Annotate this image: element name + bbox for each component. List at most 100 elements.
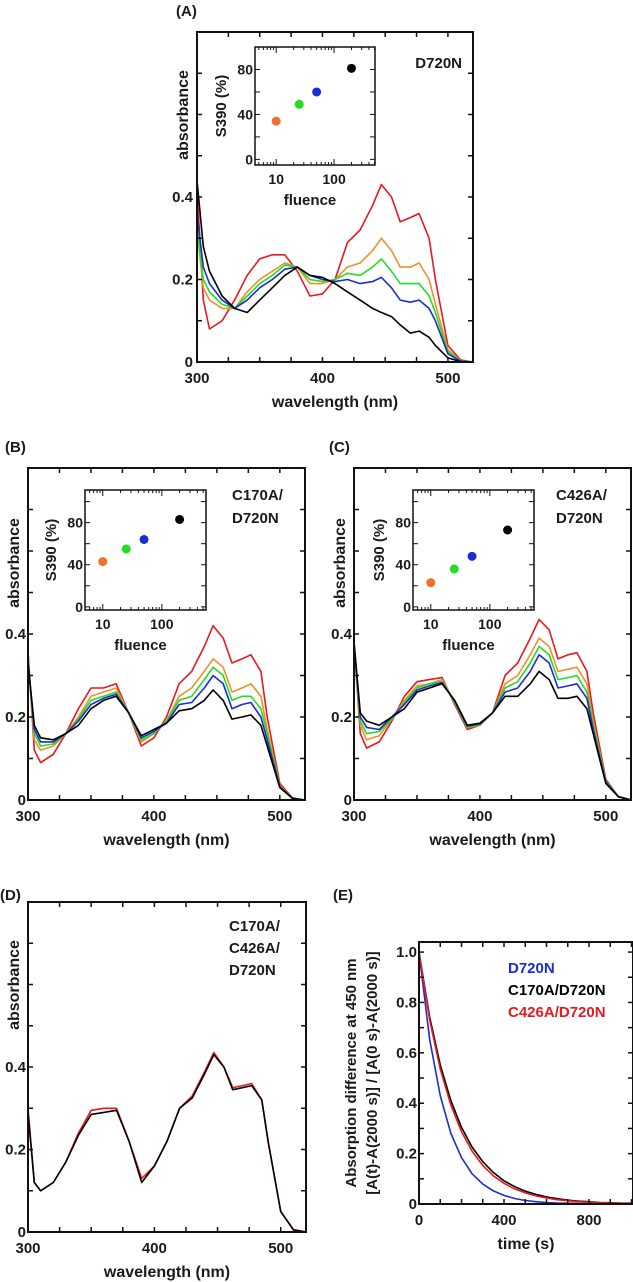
panel-e: 0 400 800 0 0.2 0.4 0.6 0.8 1.0 time (s) Absorptio… xyxy=(333,887,633,1253)
sample-annotation: C170A/ xyxy=(232,487,284,504)
inset-data-point xyxy=(139,534,149,544)
inset-y-tick-label: 0 xyxy=(75,599,83,615)
x-tick-label: 500 xyxy=(268,1240,293,1257)
y-tick-label: 0.4 xyxy=(5,626,27,643)
x-tick-label: 800 xyxy=(576,1212,601,1229)
x-axis-label: wavelength (nm) xyxy=(103,1264,230,1281)
x-tick-label: 300 xyxy=(341,808,366,825)
inset-y-tick-label: 0 xyxy=(245,151,253,167)
inset-x-tick-label: 10 xyxy=(95,616,111,632)
inset-x-tick-label: 100 xyxy=(322,171,346,187)
y-tick-label: 0 xyxy=(18,792,26,809)
inset-data-point xyxy=(503,525,513,535)
x-tick-label: 300 xyxy=(15,808,40,825)
inset-y-tick-label: 40 xyxy=(237,106,253,122)
x-tick-label: 0 xyxy=(415,1212,423,1229)
x-axis-label: wavelength (nm) xyxy=(428,832,555,849)
y-tick-label: 0 xyxy=(18,1224,26,1241)
inset-chart: 10 100 0 40 80 fluence S390 (%) xyxy=(213,46,376,209)
inset-data-point xyxy=(294,99,304,109)
inset-frame xyxy=(84,489,207,611)
inset-y-tick-label: 80 xyxy=(67,515,83,531)
x-tick-label: 400 xyxy=(467,808,492,825)
y-tick-label: 0.4 xyxy=(172,189,194,206)
y-tick-label: 0.2 xyxy=(331,709,352,726)
x-tick-label: 500 xyxy=(435,370,460,387)
y-axis-label: Absorption difference at 450 nm xyxy=(343,958,360,1187)
x-tick-label: 300 xyxy=(184,370,209,387)
y-tick-label: 0.2 xyxy=(396,1146,417,1163)
y-axis-label: absorbance xyxy=(332,518,349,608)
legend-entry: D720N xyxy=(508,960,555,977)
y-tick-label: 0.2 xyxy=(5,709,26,726)
sample-annotation: D720N xyxy=(556,510,603,527)
inset-y-tick-label: 80 xyxy=(237,61,253,77)
x-axis-label: time (s) xyxy=(498,1236,555,1253)
x-axis-label: wavelength (nm) xyxy=(271,394,398,411)
series-line-0 xyxy=(197,183,473,362)
series-line-4 xyxy=(354,642,631,800)
y-tick-label: 0.2 xyxy=(172,272,193,289)
panel-label: (E) xyxy=(333,887,353,904)
inset-data-point xyxy=(98,557,108,567)
inset-chart: 10 100 0 40 80 fluence S390 (%) xyxy=(43,489,207,654)
x-tick-label: 300 xyxy=(15,1240,40,1257)
y-tick-label: 0.4 xyxy=(331,626,353,643)
y-tick-label: 0 xyxy=(409,1196,417,1213)
inset-data-point xyxy=(426,578,436,588)
inset-x-axis-label: fluence xyxy=(442,637,495,654)
inset-data-point xyxy=(175,514,185,524)
y-tick-label: 0.8 xyxy=(396,994,417,1011)
inset-chart: 10 100 0 40 80 fluence S390 (%) xyxy=(371,489,535,654)
y-tick-label: 0.4 xyxy=(5,1059,27,1076)
sample-annotation: D720N xyxy=(229,962,276,979)
inset-y-axis-label: S390 (%) xyxy=(43,519,60,582)
inset-data-point xyxy=(121,544,131,554)
inset-frame xyxy=(412,489,535,611)
inset-x-tick-label: 100 xyxy=(478,616,502,632)
panel-label: (D) xyxy=(0,887,21,904)
inset-data-point xyxy=(271,116,281,126)
y-tick-label: 0.6 xyxy=(396,1045,417,1062)
x-tick-label: 400 xyxy=(141,808,166,825)
inset-x-tick-label: 10 xyxy=(423,616,439,632)
inset-x-tick-label: 10 xyxy=(268,171,284,187)
y-tick-label: 0 xyxy=(344,792,352,809)
y-tick-label: 0 xyxy=(185,354,193,371)
legend-entry: C170A/D720N xyxy=(508,982,606,999)
y-tick-label: 0.4 xyxy=(396,1095,418,1112)
inset-y-axis-label: S390 (%) xyxy=(371,519,388,582)
x-axis-label: wavelength (nm) xyxy=(102,832,229,849)
panel-label: (B) xyxy=(5,439,26,456)
panel-label: (C) xyxy=(329,439,350,456)
x-tick-label: 400 xyxy=(142,1240,167,1257)
legend-entry: C426A/D720N xyxy=(508,1004,606,1021)
x-tick-label: 400 xyxy=(491,1212,516,1229)
y-axis-label: [A(t)-A(2000 s)] / [A(0 s)-A(2000 s)] xyxy=(364,951,381,1194)
y-axis-label: absorbance xyxy=(175,70,192,160)
x-tick-label: 500 xyxy=(593,808,618,825)
sample-annotation: C426A/ xyxy=(556,487,608,504)
series-line-3 xyxy=(197,213,473,362)
sample-annotation: D720N xyxy=(232,510,279,527)
inset-y-tick-label: 40 xyxy=(395,557,411,573)
y-axis-label: absorbance xyxy=(6,940,23,1030)
inset-frame xyxy=(254,46,376,166)
inset-x-axis-label: fluence xyxy=(284,192,337,209)
sample-annotation: D720N xyxy=(415,55,462,72)
series-line-0 xyxy=(28,624,305,800)
x-tick-label: 500 xyxy=(267,808,292,825)
panel-d: 300 400 500 0 0.2 0.4 wavelength (nm) absorbanc… xyxy=(0,887,307,1281)
y-axis-label: absorbance xyxy=(6,518,23,608)
sample-annotation: C170A/ xyxy=(229,918,281,935)
inset-data-point xyxy=(312,87,322,97)
inset-y-tick-label: 0 xyxy=(403,599,411,615)
inset-x-axis-label: fluence xyxy=(114,637,167,654)
sample-annotation: C426A/ xyxy=(229,940,281,957)
inset-y-tick-label: 80 xyxy=(395,515,411,531)
inset-data-point xyxy=(467,551,477,561)
inset-y-axis-label: S390 (%) xyxy=(213,75,230,138)
